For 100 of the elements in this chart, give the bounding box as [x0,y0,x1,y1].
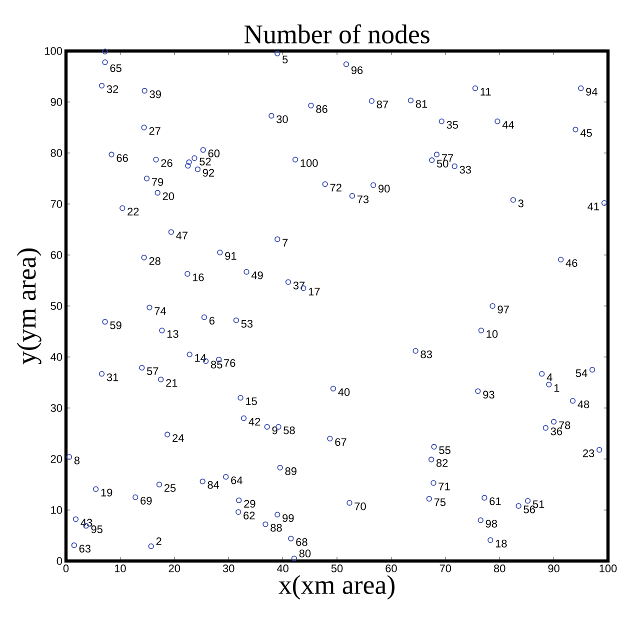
y-tick-label: 100 [45,47,62,55]
annotation: 63 [79,544,91,553]
annotation: 16 [192,273,204,282]
annotation: 53 [241,320,253,328]
annotation: 67 [335,438,346,446]
annotation: 52 [200,158,211,166]
annotation: 84 [208,481,220,489]
annotation: 78 [559,421,570,430]
x-tick-label: 100 [600,564,617,572]
annotation: 79 [152,178,164,186]
annotation: 31 [106,373,118,382]
annotation: 91 [225,252,236,260]
annotation: 81 [416,100,428,108]
y-axis-title: y(ym area) [16,248,42,364]
x-tick-label: 60 [386,564,397,572]
annotation: 74 [154,307,166,315]
annotation: 94 [586,88,598,96]
annotation: 68 [296,538,308,546]
annotation: 100 [300,159,318,167]
annotation: 41 [588,202,599,210]
annotation: 11 [480,88,491,96]
x-tick-label: 0 [63,564,69,572]
annotation: 6 [209,316,215,325]
annotation: 59 [110,321,122,330]
annotation: 45 [580,129,592,137]
annotation: 93 [483,390,494,399]
annotation: 87 [376,100,388,108]
annotation: 48 [578,400,590,408]
annotation: 69 [140,496,152,505]
annotation: 96 [351,66,363,74]
annotation: 42 [248,418,260,426]
annotation: 99 [282,514,294,522]
annotation: 19 [101,488,112,496]
annotation: 13 [167,330,178,338]
annotation: 37 [293,282,305,290]
annotation: 39 [150,90,161,98]
x-axis-title: x(xm area) [278,575,394,600]
annotation: 88 [270,524,282,532]
annotation: 61 [490,497,501,506]
annotation: 51 [532,500,544,508]
annotation: 7 [282,238,288,246]
annotation: 64 [231,476,242,484]
annotation: 29 [244,500,256,508]
annotation: 21 [166,379,178,387]
x-tick-label: 10 [114,564,126,572]
annotation: 50 [436,160,448,168]
annotation: 71 [438,482,450,490]
x-tick-label: 30 [222,564,234,572]
annotation: 9 [272,426,278,434]
y-tick-label: 30 [50,404,62,412]
y-tick-label: 80 [50,149,62,157]
chart-title: Number of nodes [244,24,430,44]
annotation: 75 [434,498,446,506]
annotation: 2 [156,537,162,546]
y-tick-label: 60 [50,251,62,259]
annotation: 90 [378,184,390,192]
annotation: 5 [282,56,288,64]
annotation: 66 [116,154,128,162]
annotation: 35 [446,120,458,129]
annotation: 82 [436,459,448,467]
annotation: 36 [550,428,562,436]
annotation: 49 [251,271,263,280]
y-tick-label: 20 [50,455,62,463]
annotation: 18 [496,540,507,548]
y-tick-label: 40 [50,353,62,361]
annotation: 85 [210,360,222,368]
x-tick-label: 70 [440,564,452,572]
annotation: 95 [91,525,102,534]
annotation: 3 [518,200,524,208]
x-tick-label: 50 [331,564,343,572]
x-tick-label: 40 [276,564,288,572]
annotation: 22 [128,208,139,216]
annotation: 73 [357,195,369,204]
annotation: 46 [566,259,578,267]
annotation: 55 [439,446,450,454]
y-tick-label: 0 [56,557,62,565]
annotation: 86 [316,105,328,113]
annotation: 8 [74,456,80,464]
annotation: 28 [149,257,160,265]
annotation: 14 [195,354,206,362]
annotation: 27 [149,127,160,135]
y-tick-label: 90 [50,98,62,106]
annotation: 25 [164,484,176,492]
annotation: 17 [308,288,320,296]
annotation: 30 [276,115,288,124]
annotation: 77 [442,154,454,162]
annotation: 62 [244,512,255,520]
annotation: 23 [583,449,594,458]
annotation: 40 [338,388,350,396]
annotation: 43 [80,518,92,527]
y-tick-label: 70 [50,200,62,208]
annotation: 83 [420,350,432,358]
y-tick-label: 10 [51,506,62,514]
annotation: 20 [162,192,174,200]
annotation: 10 [486,330,498,338]
annotation: 24 [172,434,184,442]
annotation: 97 [498,306,509,314]
annotation: 54 [576,369,588,378]
annotation: 32 [106,85,118,94]
annotation: 33 [460,166,472,174]
